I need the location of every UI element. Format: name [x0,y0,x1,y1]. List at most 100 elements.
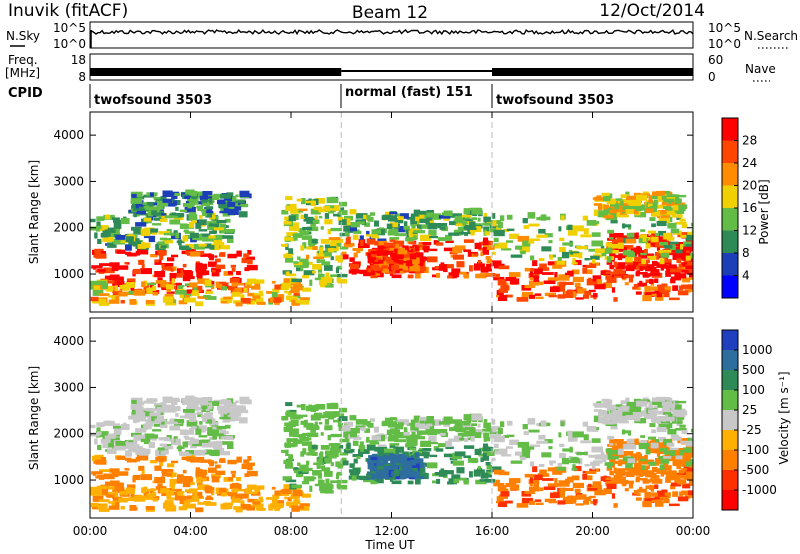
echo-cell [406,216,413,220]
echo-cell [659,464,665,471]
echo-cell [211,490,215,496]
echo-cell [452,460,464,466]
echo-cell [367,475,372,479]
echo-cell [516,297,529,302]
echo-cell [223,207,228,212]
echo-cell [596,416,608,422]
echo-cell [292,489,303,497]
echo-cell [235,406,245,410]
echo-cell [445,440,453,448]
echo-cell [201,196,212,199]
echo-cell [292,222,299,229]
echo-cell [185,189,195,196]
echo-cell [665,270,671,277]
echo-cell [291,484,302,489]
echo-cell [638,253,650,259]
echo-cell [128,290,134,295]
power-colorbar-label: Power [dB] [757,179,771,244]
echo-cell [133,268,141,275]
echo-cell [613,297,618,302]
echo-cell [664,286,671,291]
nsky-right-tick-top: 10^5 [708,21,741,35]
echo-cell [158,231,170,235]
echo-cell [500,285,510,291]
echo-cell [624,430,632,434]
echo-cell [587,282,597,285]
echo-cell [215,464,221,469]
echo-cell [313,206,323,211]
echo-cell [104,420,111,426]
echo-cell [173,422,184,427]
echo-cell [670,268,682,273]
echo-cell [288,421,296,428]
echo-cell [215,487,219,494]
echo-cell [178,239,182,246]
echo-cell [408,230,413,236]
echo-cell [618,253,630,259]
echo-cell [620,265,625,269]
echo-cell [128,241,140,245]
echo-cell [134,408,142,415]
echo-cell [463,273,469,279]
echo-cell [184,297,196,303]
echo-cell [611,287,616,293]
y-tick-label: 1000 [53,267,84,281]
echo-cell [675,249,683,254]
echo-cell [104,481,114,486]
echo-cell [166,495,172,499]
echo-cell [649,217,656,222]
echo-cell [672,411,679,417]
echo-cell [212,220,219,224]
echo-cell [685,246,693,252]
echo-cell [183,477,194,483]
echo-cell [618,420,629,424]
echo-cell [658,250,664,254]
echo-cell [286,273,297,277]
echo-cell [448,232,459,236]
echo-cell [99,431,109,438]
cpid-segment-3: twofsound 3503 [496,93,614,108]
echo-cell [625,191,630,197]
echo-cell [497,501,508,507]
echo-cell [504,294,513,298]
echo-cell [683,447,692,453]
echo-cell [320,239,330,244]
echo-cell [227,414,239,421]
echo-cell [300,420,306,425]
echo-cell [231,488,238,493]
echo-cell [328,404,339,410]
echo-cell [609,415,617,420]
echo-cell [158,204,164,209]
echo-cell [567,476,574,483]
echo-cell [529,477,534,484]
echo-cell [517,441,529,448]
echo-cell [672,205,679,211]
echo-cell [317,266,323,273]
echo-cell [604,215,614,219]
echo-cell [672,285,679,291]
echo-cell [500,491,510,497]
echo-cell [591,446,603,453]
echo-cell [523,451,530,459]
echo-cell [663,292,670,298]
echo-cell [649,256,657,260]
echo-cell [584,291,592,296]
echo-cell [140,268,152,275]
echo-cell [637,478,648,481]
echo-cell [652,260,658,267]
echo-cell [413,415,421,421]
echo-cell [157,250,167,256]
echo-cell [203,295,211,298]
echo-cell [625,261,634,265]
echo-cell [379,261,389,268]
echo-cell [649,423,656,428]
echo-cell [479,273,491,276]
echo-cell [676,458,687,465]
echo-cell [680,450,684,456]
echo-cell [395,449,399,455]
echo-cell [205,416,214,420]
echo-cell [318,414,326,419]
echo-cell [386,223,393,229]
echo-cell [456,261,465,268]
echo-cell [410,424,418,431]
